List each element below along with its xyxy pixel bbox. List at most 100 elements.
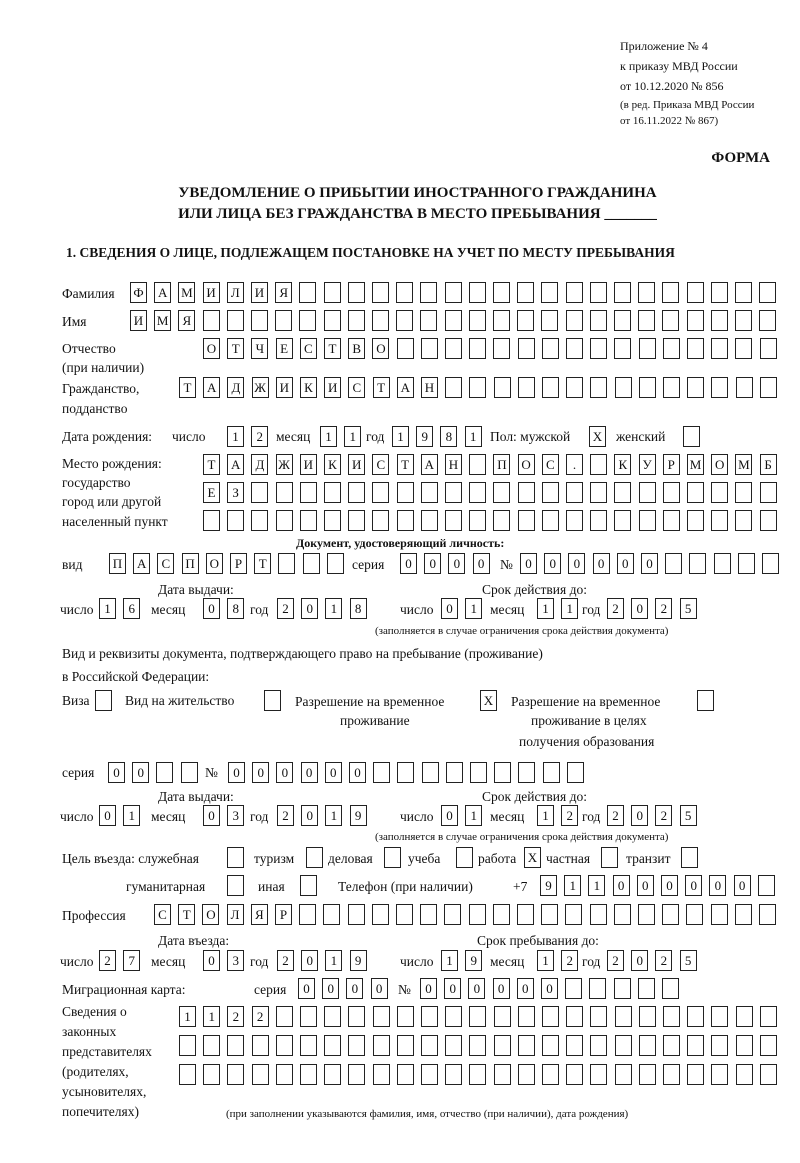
char-cell[interactable]: [251, 310, 268, 331]
char-cell[interactable]: [589, 310, 607, 331]
char-cell[interactable]: С: [157, 553, 175, 574]
char-cell[interactable]: [445, 482, 462, 503]
char-cell[interactable]: 1: [441, 950, 458, 971]
char-cell[interactable]: [590, 338, 608, 359]
char-cell[interactable]: С: [299, 338, 317, 359]
char-cell[interactable]: [421, 1064, 438, 1085]
char-cell[interactable]: [566, 762, 584, 783]
char-cell[interactable]: 1: [203, 1006, 221, 1027]
char-cell[interactable]: 2: [655, 950, 673, 971]
purpose-tourism-checkbox[interactable]: [306, 847, 324, 869]
char-cell[interactable]: [711, 338, 729, 359]
checkbox-cell[interactable]: [300, 875, 317, 896]
char-cell[interactable]: С: [372, 454, 390, 475]
char-cell[interactable]: [566, 377, 584, 398]
char-cell[interactable]: [299, 282, 317, 303]
char-cell[interactable]: З: [227, 482, 245, 503]
char-cell[interactable]: [275, 1006, 293, 1027]
char-cell[interactable]: [469, 338, 487, 359]
char-cell[interactable]: 9: [465, 950, 483, 971]
char-cell[interactable]: 9: [349, 805, 367, 826]
char-cell[interactable]: [638, 482, 656, 503]
char-cell[interactable]: [589, 978, 607, 999]
char-cell[interactable]: [372, 1064, 390, 1085]
char-cell[interactable]: [759, 510, 777, 531]
char-cell[interactable]: Т: [203, 454, 220, 475]
char-cell[interactable]: [493, 1035, 511, 1056]
char-cell[interactable]: [541, 338, 559, 359]
char-cell[interactable]: [470, 762, 487, 783]
char-cell[interactable]: 5: [679, 805, 697, 826]
char-cell[interactable]: [275, 510, 293, 531]
char-cell[interactable]: [735, 310, 752, 331]
char-cell[interactable]: [156, 762, 174, 783]
char-cell[interactable]: [251, 482, 269, 503]
char-cell[interactable]: [299, 310, 317, 331]
char-cell[interactable]: [590, 377, 608, 398]
char-cell[interactable]: Т: [178, 904, 196, 925]
char-cell[interactable]: 5: [679, 950, 697, 971]
checkbox-cell[interactable]: X: [524, 847, 541, 868]
char-cell[interactable]: [323, 310, 341, 331]
char-cell[interactable]: [613, 904, 631, 925]
char-cell[interactable]: [614, 510, 632, 531]
char-cell[interactable]: О: [517, 454, 535, 475]
char-cell[interactable]: [735, 510, 753, 531]
char-cell[interactable]: Я: [250, 904, 268, 925]
char-cell[interactable]: [759, 482, 777, 503]
char-cell[interactable]: [711, 1006, 729, 1027]
char-cell[interactable]: [420, 904, 438, 925]
char-cell[interactable]: [517, 482, 535, 503]
char-cell[interactable]: [614, 482, 632, 503]
char-cell[interactable]: 1: [227, 426, 244, 447]
checkbox-cell[interactable]: [384, 847, 401, 868]
char-cell[interactable]: [759, 282, 777, 303]
char-cell[interactable]: 0: [203, 950, 220, 971]
char-cell[interactable]: [373, 762, 391, 783]
char-cell[interactable]: 2: [251, 426, 269, 447]
char-cell[interactable]: [324, 1006, 342, 1027]
char-cell[interactable]: [397, 762, 415, 783]
char-cell[interactable]: [542, 377, 559, 398]
char-cell[interactable]: И: [275, 377, 293, 398]
representatives-row-3[interactable]: [179, 1064, 778, 1086]
char-cell[interactable]: [735, 338, 753, 359]
char-cell[interactable]: [493, 282, 510, 303]
char-cell[interactable]: [348, 1035, 366, 1056]
char-cell[interactable]: 0: [520, 553, 537, 574]
char-cell[interactable]: [614, 1064, 632, 1085]
char-cell[interactable]: [614, 310, 631, 331]
char-cell[interactable]: 1: [392, 426, 409, 447]
char-cell[interactable]: [323, 282, 341, 303]
char-cell[interactable]: [565, 310, 583, 331]
char-cell[interactable]: [493, 338, 511, 359]
char-cell[interactable]: [737, 553, 755, 574]
char-cell[interactable]: [444, 310, 462, 331]
char-cell[interactable]: О: [203, 338, 220, 359]
char-cell[interactable]: [614, 1035, 632, 1056]
char-cell[interactable]: [663, 1006, 680, 1027]
char-cell[interactable]: 2: [277, 950, 294, 971]
char-cell[interactable]: [638, 377, 656, 398]
char-cell[interactable]: 0: [544, 553, 562, 574]
char-cell[interactable]: 0: [636, 875, 654, 896]
char-cell[interactable]: [396, 482, 414, 503]
char-cell[interactable]: [590, 1035, 608, 1056]
char-cell[interactable]: [734, 904, 752, 925]
char-cell[interactable]: 2: [655, 805, 673, 826]
char-cell[interactable]: [735, 282, 752, 303]
char-cell[interactable]: [299, 510, 317, 531]
char-cell[interactable]: [469, 454, 487, 475]
char-cell[interactable]: [613, 978, 631, 999]
